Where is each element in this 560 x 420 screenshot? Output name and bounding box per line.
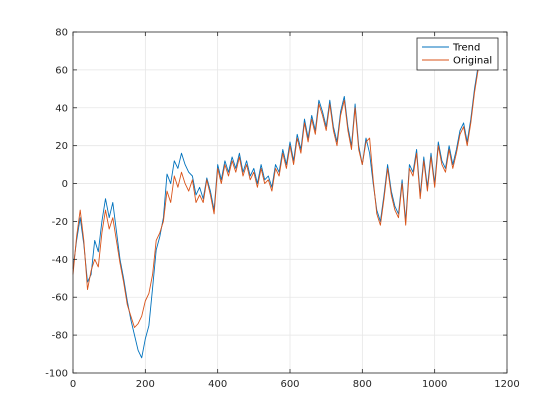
y-tick-label: 40 bbox=[55, 103, 68, 114]
series-layer bbox=[72, 66, 479, 359]
y-tick-label: -60 bbox=[52, 293, 68, 304]
y-tick-label: -20 bbox=[52, 217, 68, 228]
legend: Trend Original bbox=[416, 37, 499, 71]
x-tick-label: 1200 bbox=[494, 379, 519, 390]
x-tick-label: 400 bbox=[208, 379, 227, 390]
ticks: 0 200 400 600 800 1000 1200 -100 -80 -60 -40 -20 0 20… bbox=[45, 28, 519, 391]
y-tick-label: -80 bbox=[52, 331, 68, 342]
x-tick-label: 600 bbox=[280, 379, 299, 390]
y-tick-label: 20 bbox=[55, 141, 68, 152]
x-tick-label: 200 bbox=[136, 379, 155, 390]
legend-label-trend: Trend bbox=[452, 43, 480, 54]
y-tick-label: 0 bbox=[62, 179, 68, 190]
series-line-original bbox=[72, 69, 479, 328]
x-tick-label: 800 bbox=[353, 379, 372, 390]
x-tick-label: 1000 bbox=[422, 379, 447, 390]
y-tick-label: -100 bbox=[45, 369, 68, 380]
y-tick-label: 80 bbox=[55, 28, 68, 39]
x-tick-label: 0 bbox=[70, 379, 76, 390]
y-tick-label: 60 bbox=[55, 65, 68, 76]
series-line-trend bbox=[72, 66, 479, 359]
y-tick-label: -40 bbox=[52, 255, 68, 266]
legend-label-original: Original bbox=[453, 56, 492, 67]
legend-box bbox=[416, 37, 499, 71]
